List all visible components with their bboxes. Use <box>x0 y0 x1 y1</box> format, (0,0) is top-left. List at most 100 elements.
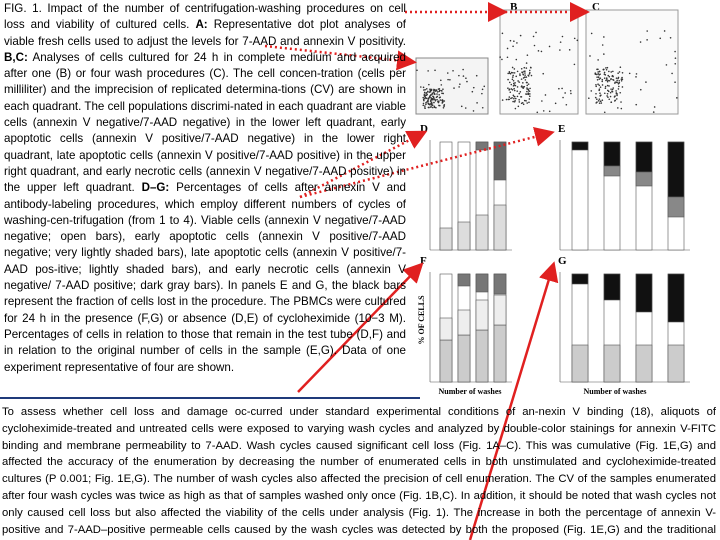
dot <box>422 102 425 105</box>
caption-text: FIG. 1. Impact of the number of centrifu… <box>4 2 406 32</box>
dot <box>428 83 430 86</box>
dot <box>436 98 438 101</box>
dot <box>621 86 624 88</box>
dot <box>608 79 611 82</box>
dot <box>600 102 603 104</box>
annotation-arrows <box>264 2 590 540</box>
dot <box>652 111 655 113</box>
dot <box>522 77 525 79</box>
dot <box>616 79 618 82</box>
dot <box>524 70 526 72</box>
bar-panel <box>429 272 512 383</box>
dot <box>481 88 484 91</box>
dot <box>526 84 529 87</box>
dot <box>459 83 461 85</box>
dot <box>604 85 607 88</box>
dot <box>472 86 475 89</box>
dot <box>603 36 605 38</box>
caption-text: Percentages of cells after annexin V and… <box>4 181 406 374</box>
dot <box>533 44 536 47</box>
dot <box>433 101 435 104</box>
dot <box>618 71 621 73</box>
dot <box>590 32 593 35</box>
dot <box>526 54 529 56</box>
dot <box>522 86 525 88</box>
dot <box>599 77 602 79</box>
dot <box>599 86 602 88</box>
dot <box>432 95 434 98</box>
dot <box>665 64 668 66</box>
dot <box>520 85 523 88</box>
dot <box>603 73 606 75</box>
dot <box>507 87 509 90</box>
dot <box>528 101 530 104</box>
dot <box>513 97 515 100</box>
dot <box>620 101 622 103</box>
dot <box>433 89 435 92</box>
dot <box>513 100 516 103</box>
caption-text: Analyses of cells cultured for 24 h in c… <box>4 50 406 195</box>
dot <box>568 49 571 51</box>
dot <box>590 90 593 92</box>
dot <box>516 42 518 44</box>
dot <box>602 68 605 71</box>
dot <box>615 98 618 100</box>
dot <box>508 89 510 91</box>
panel-label: G <box>558 255 567 267</box>
dot <box>645 81 647 83</box>
dot <box>620 107 623 110</box>
dot <box>528 73 531 75</box>
dot <box>595 73 598 76</box>
dot <box>442 100 444 102</box>
dot <box>431 92 434 95</box>
dot <box>439 96 441 99</box>
dot <box>430 106 433 108</box>
dot <box>427 103 430 105</box>
dot <box>476 102 478 104</box>
dot <box>618 79 621 82</box>
dot <box>525 100 527 102</box>
dot <box>671 72 673 75</box>
dot <box>507 72 509 75</box>
dot <box>617 88 620 90</box>
dot <box>617 107 619 109</box>
dot <box>544 94 547 96</box>
dot <box>427 99 429 102</box>
dot <box>438 89 441 92</box>
dot <box>453 87 455 89</box>
panel-label: D <box>420 123 428 135</box>
dot <box>674 50 676 53</box>
dot <box>548 45 551 48</box>
dot <box>425 88 428 90</box>
dot <box>472 110 475 112</box>
dot <box>601 78 604 81</box>
dot <box>615 90 617 92</box>
dot <box>597 83 599 86</box>
dot <box>507 98 510 101</box>
dot <box>426 90 429 93</box>
dot <box>561 35 564 38</box>
dot <box>606 92 609 95</box>
dot <box>523 99 526 102</box>
dot <box>431 106 434 109</box>
dot <box>520 102 523 105</box>
dot <box>521 71 523 74</box>
dot <box>596 101 598 103</box>
dot <box>434 99 437 102</box>
dot <box>603 71 606 74</box>
dot <box>441 102 444 104</box>
dot <box>564 92 566 94</box>
dot <box>508 81 511 84</box>
dot <box>452 69 454 72</box>
dot <box>608 75 611 78</box>
dot <box>559 49 561 51</box>
dot <box>513 89 516 92</box>
dot <box>529 95 531 98</box>
dot <box>422 98 425 101</box>
dot <box>427 106 430 109</box>
dot <box>442 107 445 109</box>
dot <box>434 90 437 92</box>
dot <box>614 99 617 102</box>
dot <box>424 107 426 109</box>
